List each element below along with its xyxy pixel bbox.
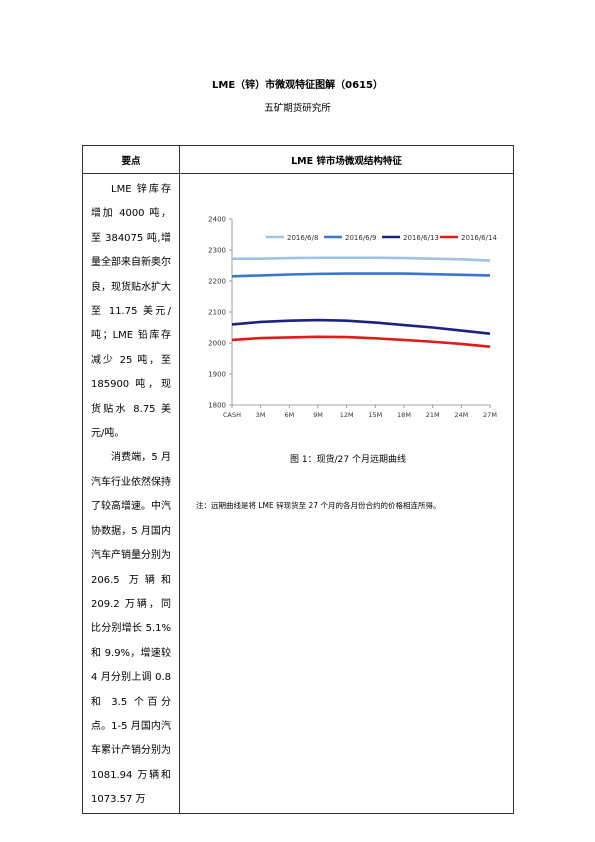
x-tick-label: 12M <box>340 411 354 419</box>
chart-cell: 1800 1900 2000 2100 2200 2300 2400 CASH 3M 6M 9M 12… <box>179 173 514 814</box>
y-tick-label: 2000 <box>208 340 226 348</box>
series-line <box>231 318 491 335</box>
y-tick-label: 1800 <box>208 402 226 410</box>
paragraph: 消费端，5 月汽车行业依然保持了较高增速。中汽协数据，5 月国内汽车产销量分别为… <box>91 452 171 806</box>
table: 要点 LME 锌市场微观结构特征 LME 锌库存增加 4000 吨，至 3840… <box>82 145 514 814</box>
x-tick-label: CASH <box>223 411 241 419</box>
series-line <box>232 256 491 262</box>
legend-label: 2016/6/8 <box>287 234 318 242</box>
legend-label: 2016/6/14 <box>461 234 497 242</box>
series-line <box>231 272 491 278</box>
doc-title: LME（锌）市微观特征图解（0615） <box>212 80 383 91</box>
x-tick-label: 15M <box>368 411 382 419</box>
y-tick-label: 2100 <box>208 309 226 317</box>
caption: 图 1：现货/27 个月远期曲线 <box>290 455 406 465</box>
x-tick-label: 24M <box>454 411 468 419</box>
x-tick-label: 3M <box>256 411 266 419</box>
header-cell: LME 锌市场微观结构特征 <box>179 145 514 174</box>
y-tick-label: 2400 <box>208 216 226 224</box>
note: 注：远期曲线是将 LME 锌现货至 27 个月的各月份合约的价格相连所得。 <box>196 501 441 510</box>
x-tick-label: 27M <box>483 411 497 419</box>
y-tick-label: 2200 <box>208 278 226 286</box>
x-tick-label: 6M <box>284 411 294 419</box>
header-cell: 要点 <box>82 145 180 174</box>
paragraph: LME 锌库存增加 4000 吨，至 384075 吨,增量全部来自新奥尔良，现… <box>91 184 171 440</box>
series-line <box>231 335 491 349</box>
y-tick-label: 1900 <box>208 371 226 379</box>
x-tick-label: 9M <box>313 411 323 419</box>
x-tick-label: 18M <box>397 411 411 419</box>
chart: 1800 1900 2000 2100 2200 2300 2400 CASH 3M 6M 9M 12… <box>208 216 497 420</box>
legend-label: 2016/6/13 <box>403 234 439 242</box>
legend-label: 2016/6/9 <box>345 234 376 242</box>
key-points: LME 锌库存增加 4000 吨，至 384075 吨,增量全部来自新奥尔良，现… <box>82 173 180 814</box>
x-tick-label: 21M <box>426 411 440 419</box>
doc-subtitle: 五矿期货研究所 <box>264 103 331 114</box>
y-tick-label: 2300 <box>208 247 226 255</box>
